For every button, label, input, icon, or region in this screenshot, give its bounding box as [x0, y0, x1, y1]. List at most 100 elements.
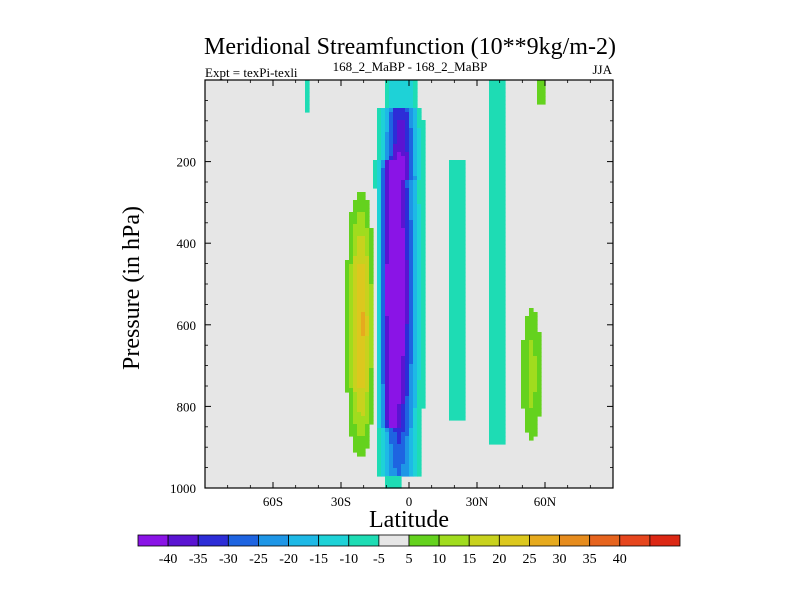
contour-cell	[421, 144, 426, 149]
contour-cell	[449, 200, 466, 205]
contour-cell	[385, 236, 390, 241]
contour-cell	[377, 316, 382, 321]
contour-cell	[405, 424, 410, 429]
contour-cell	[381, 300, 386, 305]
contour-cell	[369, 408, 374, 413]
contour-cell	[409, 396, 414, 401]
contour-cell	[369, 244, 374, 249]
contour-cell	[349, 316, 354, 321]
contour-cell	[377, 300, 382, 305]
contour-cell	[389, 152, 394, 157]
contour-cell	[409, 220, 414, 225]
contour-cell	[417, 252, 422, 257]
contour-cell	[381, 124, 386, 129]
colorbar-label: 25	[522, 552, 536, 567]
contour-cell	[417, 328, 422, 333]
contour-cell	[413, 456, 418, 461]
contour-cell	[365, 220, 370, 225]
contour-cell	[389, 460, 394, 465]
contour-cell	[421, 312, 426, 317]
contour-cell	[421, 288, 426, 293]
contour-cell	[405, 348, 410, 353]
contour-cell	[405, 208, 410, 213]
contour-cell	[353, 324, 358, 329]
contour-cell	[489, 372, 506, 377]
contour-cell	[413, 144, 418, 149]
contour-cell	[381, 160, 386, 165]
contour-cell	[381, 412, 386, 417]
contour-cell	[397, 436, 402, 441]
contour-cell	[409, 472, 414, 477]
contour-cell	[385, 208, 390, 213]
contour-cell	[421, 376, 426, 381]
contour-cell	[489, 124, 506, 129]
contour-cell	[421, 348, 426, 353]
contour-cell	[529, 340, 534, 345]
contour-cell	[369, 284, 374, 289]
contour-cell	[529, 404, 534, 409]
contour-cell	[305, 108, 310, 113]
contour-cell	[389, 136, 394, 141]
contour-cell	[449, 192, 466, 197]
contour-cell	[357, 264, 366, 269]
contour-cell	[345, 316, 350, 321]
contour-cell	[369, 364, 374, 369]
contour-cell	[385, 112, 390, 117]
contour-cell	[385, 100, 390, 105]
contour-cell	[489, 288, 506, 293]
contour-cell	[449, 408, 466, 413]
contour-cell	[417, 112, 422, 117]
contour-cell	[413, 240, 418, 245]
contour-cell	[529, 392, 534, 397]
contour-cell	[377, 244, 382, 249]
contour-cell	[421, 356, 426, 361]
contour-cell	[417, 312, 422, 317]
contour-cell	[353, 384, 358, 389]
x-tick-label: 0	[406, 494, 413, 509]
contour-cell	[369, 256, 374, 261]
contour-cell	[349, 244, 354, 249]
contour-cell	[417, 164, 422, 169]
contour-cell	[369, 352, 374, 357]
contour-cell	[389, 80, 414, 85]
contour-cell	[345, 352, 350, 357]
y-tick-label: 400	[177, 236, 197, 251]
contour-cell	[381, 424, 386, 429]
contour-cell	[381, 404, 386, 409]
contour-cell	[409, 312, 414, 317]
contour-cell	[489, 312, 506, 317]
contour-cell	[409, 428, 414, 433]
contour-cell	[365, 252, 370, 257]
contour-cell	[377, 332, 382, 337]
contour-cell	[349, 392, 354, 397]
contour-cell	[381, 432, 386, 437]
contour-cell	[449, 244, 466, 249]
contour-cell	[361, 328, 366, 333]
contour-cell	[389, 416, 398, 421]
contour-cell	[357, 384, 366, 389]
contour-cell	[369, 328, 374, 333]
contour-cell	[381, 192, 386, 197]
contour-cell	[377, 348, 382, 353]
contour-cell	[357, 304, 366, 309]
contour-cell	[449, 224, 466, 229]
contour-cell	[397, 132, 406, 137]
contour-cell	[389, 444, 394, 449]
contour-cell	[421, 324, 426, 329]
contour-cell	[421, 164, 426, 169]
contour-cell	[385, 452, 390, 457]
contour-cell	[409, 256, 414, 261]
contour-cell	[365, 316, 370, 321]
contour-cell	[365, 288, 370, 293]
contour-cell	[449, 400, 466, 405]
contour-cell	[449, 280, 466, 285]
contour-cell	[521, 368, 530, 373]
contour-cell	[449, 348, 466, 353]
contour-cell	[397, 152, 402, 157]
contour-cell	[377, 128, 382, 133]
contour-cell	[449, 352, 466, 357]
contour-cell	[349, 292, 354, 297]
contour-cell	[417, 272, 422, 277]
contour-cell	[385, 392, 390, 397]
contour-cell	[489, 440, 506, 445]
